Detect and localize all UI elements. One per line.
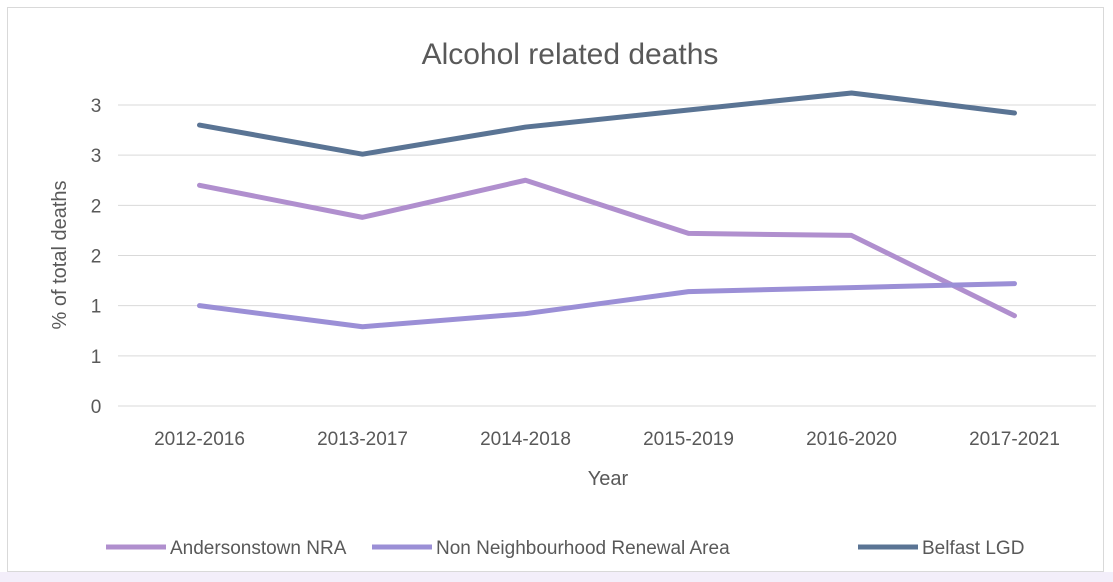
y-tick-label: 1	[91, 347, 102, 368]
y-tick-label: 3	[91, 96, 102, 117]
y-tick-label: 1	[91, 297, 102, 318]
y-tick-label: 2	[91, 247, 102, 268]
series-line	[197, 90, 1017, 157]
gridlines	[118, 104, 1096, 407]
series-line	[197, 177, 1017, 319]
legend-label: Non Neighbourhood Renewal Area	[436, 538, 730, 559]
y-tick-label: 0	[91, 397, 102, 418]
series-lines	[197, 90, 1017, 330]
legend-label: Belfast LGD	[922, 538, 1024, 559]
legend: Andersonstown NRA Non Neighbourhood Renew…	[106, 538, 1024, 559]
x-tick-label: 2013-2017	[317, 429, 408, 450]
series-line	[197, 281, 1017, 330]
x-tick-label: 2014-2018	[480, 429, 571, 450]
y-axis-ticks: 0 1 1 2 2 3 3	[91, 96, 102, 418]
x-tick-label: 2017-2021	[969, 429, 1060, 450]
y-axis-label: % of total deaths	[49, 181, 71, 330]
legend-label: Andersonstown NRA	[170, 538, 347, 559]
chart-title: Alcohol related deaths	[422, 38, 719, 71]
x-axis-label: Year	[588, 468, 629, 490]
y-tick-label: 3	[91, 146, 102, 167]
x-axis-ticks: 2012-2016 2013-2017 2014-2018 2015-2019 2016…	[154, 429, 1060, 450]
bottom-shadow	[0, 572, 1113, 582]
x-tick-label: 2012-2016	[154, 429, 245, 450]
x-tick-label: 2015-2019	[643, 429, 734, 450]
y-tick-label: 2	[91, 196, 102, 217]
x-tick-label: 2016-2020	[806, 429, 897, 450]
